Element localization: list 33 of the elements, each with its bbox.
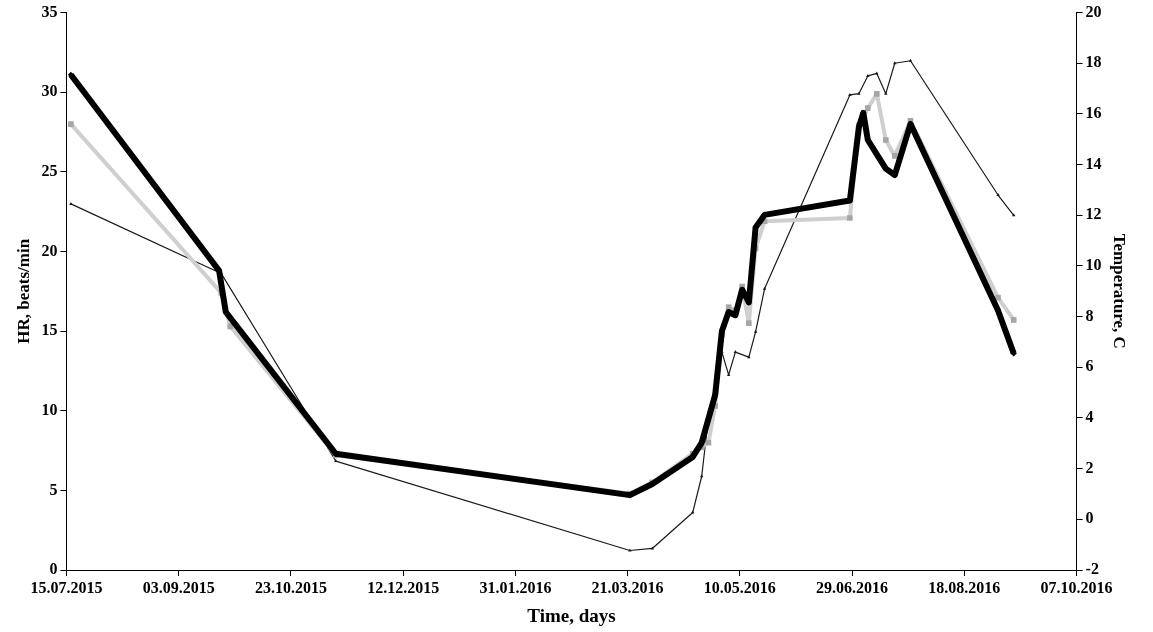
y2-tick-label: 6	[1085, 357, 1094, 375]
y2-tick-label: 10	[1085, 256, 1102, 274]
x-tick-label: 07.10.2016	[1040, 578, 1113, 596]
y-tick-label: 5	[49, 480, 58, 498]
x-tick-label: 12.12.2015	[367, 578, 440, 596]
x-tick-label: 21.03.2016	[591, 578, 664, 596]
y2-tick-label: -2	[1085, 560, 1099, 578]
x-axis-title: Time, days	[527, 604, 616, 626]
y-tick-label: 0	[49, 560, 58, 578]
x-tick-label: 23.10.2015	[254, 578, 327, 596]
y2-tick-label: 0	[1085, 509, 1094, 527]
y2-tick-label: 20	[1085, 2, 1102, 20]
y-tick-label: 10	[41, 400, 58, 418]
y-tick-label: 35	[41, 2, 58, 20]
y2-tick-label: 2	[1085, 458, 1094, 476]
y-axis-title: HR, beats/min	[13, 238, 33, 344]
x-tick-label: 03.09.2015	[142, 578, 215, 596]
y-tick-label: 20	[41, 241, 58, 259]
y2-tick-label: 12	[1085, 205, 1102, 223]
y-tick-label: 30	[41, 82, 58, 100]
y2-tick-label: 8	[1085, 306, 1094, 324]
y-tick-label: 15	[41, 321, 58, 339]
y2-tick-label: 16	[1085, 104, 1102, 122]
x-tick-label: 15.07.2015	[30, 578, 103, 596]
y-tick-label: 25	[41, 162, 58, 179]
y2-axis-title: Temperature, C	[1110, 233, 1130, 349]
x-tick-label: 18.08.2016	[928, 578, 1001, 596]
x-tick-label: 31.01.2016	[479, 578, 552, 596]
y2-tick-label: 14	[1085, 154, 1102, 172]
y2-tick-label: 18	[1085, 53, 1102, 71]
x-tick-label: 10.05.2016	[703, 578, 776, 596]
y2-tick-label: 4	[1085, 408, 1094, 426]
x-tick-label: 29.06.2016	[816, 578, 889, 596]
